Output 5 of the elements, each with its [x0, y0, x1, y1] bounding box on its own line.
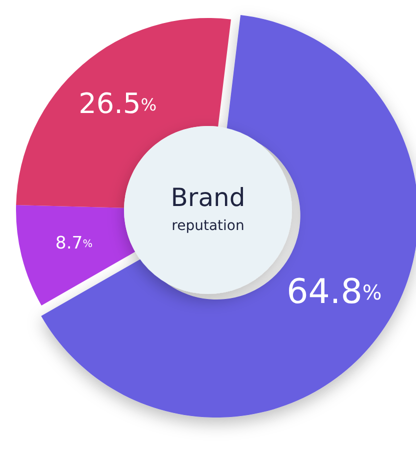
- text: Brand: [170, 183, 246, 212]
- text: reputation: [172, 218, 244, 234]
- data-label: 8.7%: [55, 234, 93, 254]
- data-label: 26.5%: [78, 87, 157, 120]
- data-label: 64.8%: [286, 272, 382, 312]
